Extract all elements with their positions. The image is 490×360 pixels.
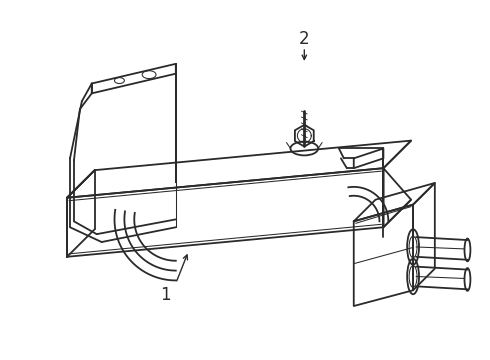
Text: 2: 2 — [299, 30, 310, 48]
Text: 1: 1 — [161, 286, 171, 304]
